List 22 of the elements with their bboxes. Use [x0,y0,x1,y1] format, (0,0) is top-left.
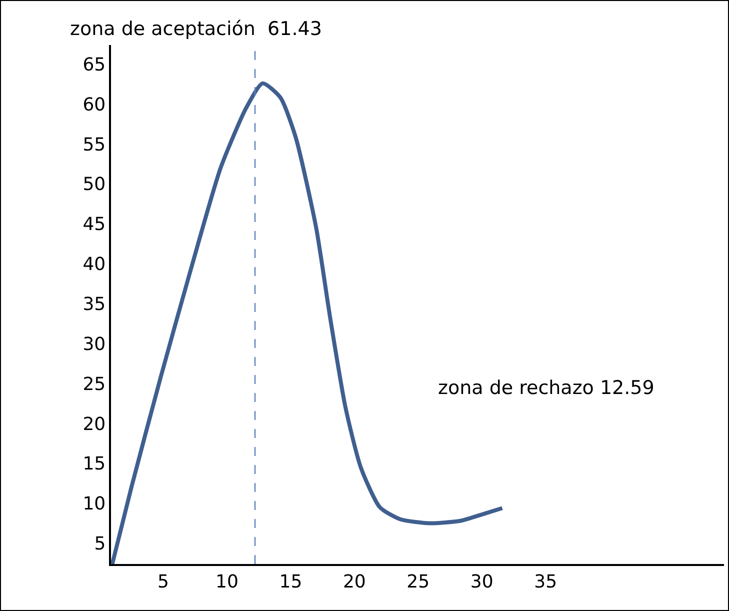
y-tick-label: 5 [94,534,106,555]
y-tick-label: 10 [82,494,106,515]
y-tick-label: 15 [82,454,106,475]
y-tick-label: 50 [82,174,106,196]
y-tick-label: 25 [82,374,106,395]
x-tick-label: 25 [406,571,430,592]
annotation: zona de rechazo 12.59 [438,377,654,399]
y-tick-label: 65 [82,54,106,76]
y-tick-label: 40 [82,254,106,276]
x-tick-label: 5 [158,571,169,592]
y-tick-label: 45 [82,214,106,236]
text: zona de aceptación 61.43 [70,18,322,40]
y-tick-label: 30 [82,334,106,355]
x-tick-label: 35 [534,571,558,592]
y-tick-label: 35 [82,294,106,315]
x-tick-label: 30 [470,571,494,592]
x-tick-label: 20 [342,571,366,592]
y-tick-label: 55 [82,134,106,156]
x-tick-label: 10 [216,571,238,592]
y-tick-label: 20 [82,414,106,435]
x-tick-label: 15 [279,571,302,592]
y-tick-label: 60 [82,94,106,116]
